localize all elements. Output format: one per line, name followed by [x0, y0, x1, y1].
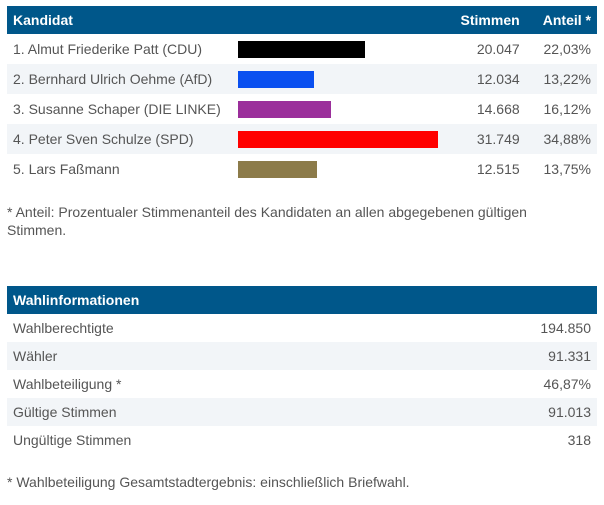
info-row: Ungültige Stimmen 318 — [7, 426, 597, 454]
info-row: Gültige Stimmen 91.013 — [7, 398, 597, 426]
info-header: Wahlinformationen — [7, 286, 597, 314]
candidate-row: 2. Bernhard Ulrich Oehme (AfD) 12.034 13… — [7, 64, 597, 94]
info-label: Wahlbeteiligung * — [13, 376, 122, 392]
header-share: Anteil * — [525, 6, 597, 34]
election-info-table: Wahlinformationen Wahlberechtigte 194.85… — [7, 286, 597, 454]
bar-cell — [232, 124, 445, 154]
bar-cell — [232, 94, 444, 124]
candidate-votes: 20.047 — [476, 41, 520, 57]
candidate-share: 16,12% — [543, 101, 591, 117]
share-bar — [238, 100, 331, 118]
share-footnote: * Anteil: Prozentualer Stimmenanteil des… — [7, 204, 527, 238]
candidate-votes: 31.749 — [444, 124, 526, 154]
info-value: 194.850 — [540, 320, 591, 336]
header-bar — [232, 6, 445, 34]
candidate-votes: 12.034 — [444, 64, 526, 94]
turnout-footnote: * Wahlbeteiligung Gesamtstadtergebnis: e… — [7, 474, 410, 490]
candidate-name: 4. Peter Sven Schulze (SPD) — [7, 124, 233, 154]
candidate-share: 13,22% — [525, 64, 597, 94]
candidate-votes: 12.515 — [476, 161, 520, 177]
info-row: Wahlbeteiligung * 46,87% — [7, 370, 597, 398]
share-bar — [238, 160, 318, 178]
candidate-share: 13,75% — [543, 161, 591, 177]
header-candidate: Kandidat — [7, 6, 233, 34]
candidate-row: 3. Susanne Schaper (DIE LINKE) 14.668 16… — [7, 94, 597, 124]
bar-cell — [232, 154, 444, 184]
share-bar — [238, 130, 439, 148]
info-value: 91.013 — [405, 398, 597, 426]
info-value: 91.331 — [405, 342, 597, 370]
candidate-share: 22,03% — [543, 41, 591, 57]
candidate-row: 1. Almut Friederike Patt (CDU) 20.047 22… — [7, 34, 597, 64]
info-label: Gültige Stimmen — [7, 398, 406, 426]
info-label: Ungültige Stimmen — [13, 432, 132, 448]
candidate-row: 5. Lars Faßmann 12.515 13,75% — [7, 154, 597, 184]
info-label: Wähler — [7, 342, 406, 370]
bar-cell — [232, 64, 445, 94]
candidate-votes: 14.668 — [476, 101, 520, 117]
candidate-name: 1. Almut Friederike Patt (CDU) — [13, 41, 203, 57]
info-label: Wahlberechtigte — [13, 320, 114, 336]
info-row: Wahlberechtigte 194.850 — [7, 314, 597, 342]
candidate-name: 5. Lars Faßmann — [13, 161, 120, 177]
info-value: 46,87% — [543, 376, 591, 392]
share-bar — [238, 40, 365, 58]
bar-cell — [232, 34, 444, 64]
info-value: 318 — [567, 432, 591, 448]
info-row: Wähler 91.331 — [7, 342, 597, 370]
candidate-name: 2. Bernhard Ulrich Oehme (AfD) — [7, 64, 233, 94]
candidate-row: 4. Peter Sven Schulze (SPD) 31.749 34,88… — [7, 124, 597, 154]
candidate-share: 34,88% — [525, 124, 597, 154]
candidates-table: Kandidat Stimmen Anteil * 1. Almut Fried… — [7, 6, 597, 184]
share-bar — [238, 70, 315, 88]
candidate-name: 3. Susanne Schaper (DIE LINKE) — [13, 101, 221, 117]
header-votes: Stimmen — [444, 6, 526, 34]
